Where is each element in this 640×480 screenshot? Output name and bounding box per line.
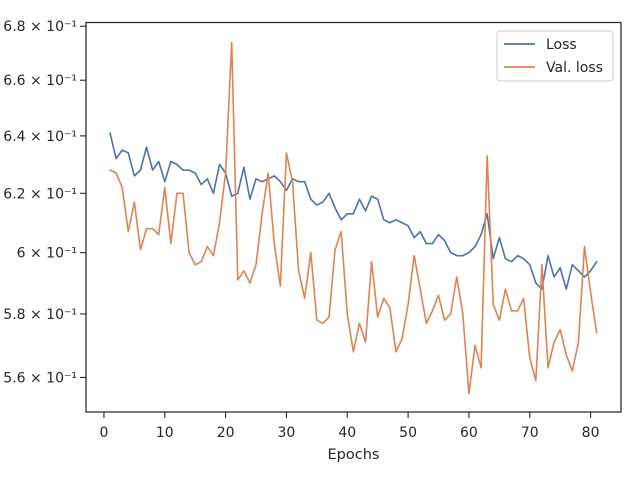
x-tick-label: 50 xyxy=(399,425,417,441)
x-tick-label: 70 xyxy=(521,425,539,441)
legend-label-loss: Loss xyxy=(546,37,577,53)
legend-label-val-loss: Val. loss xyxy=(546,60,603,76)
y-tick-label: 5.8 × 10⁻¹ xyxy=(3,307,77,323)
y-tick-label: 6.6 × 10⁻¹ xyxy=(3,73,77,89)
series-line-loss xyxy=(109,132,598,290)
y-tick-label: 6.4 × 10⁻¹ xyxy=(3,129,77,145)
y-tick-label: 6.2 × 10⁻¹ xyxy=(3,186,77,202)
x-axis: 0 10 20 30 40 50 60 70 80 xyxy=(99,412,599,441)
x-tick-label: 80 xyxy=(582,425,600,441)
axes-frame xyxy=(85,21,622,413)
plot-area xyxy=(109,41,598,395)
x-tick-label: 30 xyxy=(278,425,296,441)
x-tick-label: 60 xyxy=(460,425,478,441)
x-tick-label: 20 xyxy=(217,425,235,441)
x-tick-label: 40 xyxy=(338,425,356,441)
y-tick-label: 6 × 10⁻¹ xyxy=(17,246,77,262)
x-tick-label: 0 xyxy=(99,425,108,441)
legend: Loss Val. loss xyxy=(496,30,614,82)
y-tick-label: 6.8 × 10⁻¹ xyxy=(3,19,77,35)
y-tick-label: 5.6 × 10⁻¹ xyxy=(3,370,77,386)
x-tick-label: 10 xyxy=(156,425,174,441)
y-axis: 5.6 × 10⁻¹ 5.8 × 10⁻¹ 6 × 10⁻¹ 6.2 × 10⁻¹ 6.… xyxy=(3,19,86,386)
x-axis-label: Epochs xyxy=(328,447,380,463)
series-line-val-loss xyxy=(109,41,598,395)
